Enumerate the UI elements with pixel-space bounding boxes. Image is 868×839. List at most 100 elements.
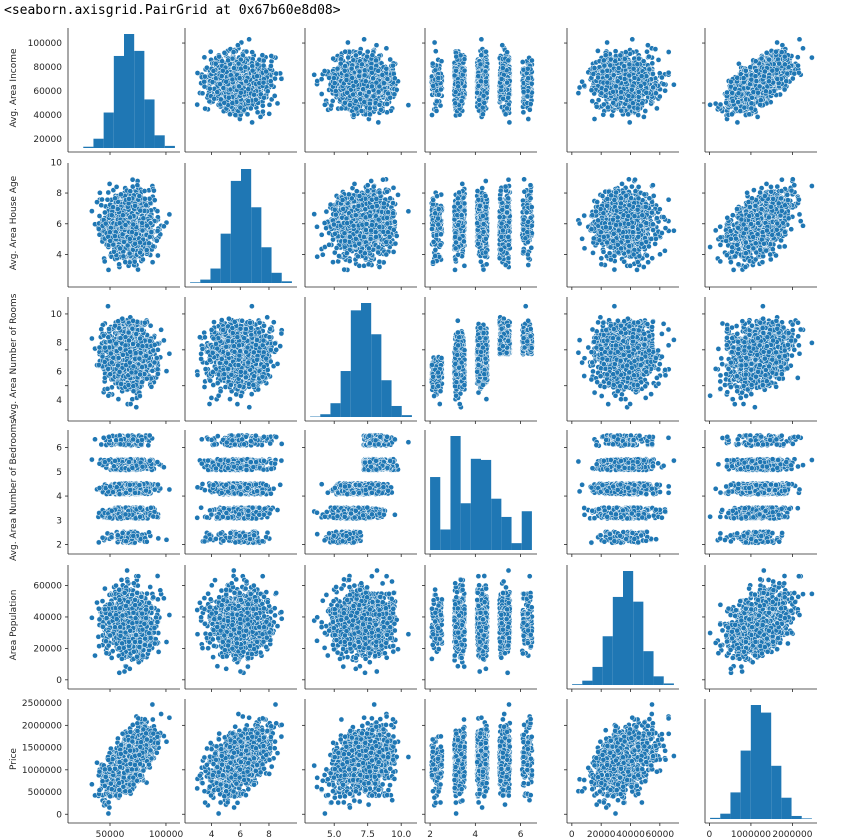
scatter-point	[435, 75, 442, 81]
scatter-point	[519, 59, 526, 65]
scatter-point	[260, 108, 266, 115]
scatter-point	[369, 69, 375, 76]
scatter-point	[260, 79, 267, 86]
scatter-point	[194, 70, 201, 76]
scatter-point	[506, 119, 513, 126]
scatter-point	[318, 91, 325, 97]
scatter-point	[474, 89, 481, 96]
hist-bar	[103, 112, 114, 148]
scatter-point	[505, 57, 512, 64]
scatter-point	[278, 75, 285, 82]
scatter-point	[504, 49, 510, 56]
scatter-point	[273, 70, 280, 77]
scatter-point	[214, 89, 221, 95]
scatter-point	[202, 105, 208, 112]
scatter-point	[438, 86, 444, 93]
scatter-point	[500, 95, 506, 102]
panel-1-4	[422, 28, 537, 155]
scatter-point	[475, 83, 482, 89]
scatter-point	[604, 39, 610, 46]
scatter-point	[249, 49, 256, 56]
scatter-point	[207, 48, 214, 55]
scatter-point	[235, 42, 241, 49]
scatter-point	[480, 92, 487, 99]
hist-bar	[164, 145, 175, 148]
scatter-point	[345, 39, 351, 46]
scatter-point	[368, 65, 374, 71]
hist-bar	[83, 146, 94, 148]
scatter-point	[254, 109, 261, 116]
scatter-point	[526, 106, 533, 113]
scatter-point	[405, 102, 412, 108]
scatter-point	[478, 52, 485, 59]
scatter-point	[520, 88, 527, 95]
scatter-point	[359, 61, 365, 68]
scatter-point	[383, 45, 390, 52]
scatter-point	[455, 83, 462, 90]
scatter-point	[498, 76, 505, 82]
scatter-point	[322, 101, 328, 108]
scatter-point	[225, 57, 231, 64]
scatter-point	[242, 64, 249, 71]
scatter-point	[612, 48, 619, 55]
scatter-point	[480, 111, 486, 118]
panel-1-3	[302, 28, 417, 155]
scatter-point	[529, 57, 535, 64]
scatter-point	[626, 119, 633, 126]
scatter-point	[458, 98, 465, 104]
scatter-point	[370, 93, 377, 100]
scatter-point	[204, 64, 210, 71]
scatter-point	[387, 94, 394, 101]
scatter-point	[352, 98, 359, 104]
scatter-point	[362, 78, 369, 85]
scatter-point	[451, 72, 458, 79]
scatter-point	[245, 86, 252, 93]
scatter-point	[369, 83, 375, 90]
scatter-point	[461, 67, 468, 74]
scatter-point	[219, 58, 225, 65]
scatter-point	[356, 68, 363, 75]
scatter-point	[384, 101, 390, 107]
scatter-point	[344, 89, 351, 96]
scatter-point	[350, 91, 356, 98]
scatter-point	[326, 74, 332, 81]
scatter-point	[271, 93, 278, 99]
scatter-point	[477, 61, 484, 68]
scatter-point	[201, 83, 208, 90]
scatter-point	[244, 111, 251, 118]
scatter-point	[266, 101, 273, 108]
scatter-point	[251, 91, 257, 98]
scatter-point	[595, 48, 601, 54]
scatter-point	[249, 119, 255, 126]
scatter-point	[527, 101, 534, 107]
scatter-point	[520, 109, 527, 116]
scatter-point	[366, 89, 372, 95]
scatter-point	[331, 75, 337, 81]
scatter-point	[257, 114, 264, 120]
scatter-point	[263, 68, 270, 75]
scatter-point	[345, 54, 352, 61]
scatter-point	[194, 101, 201, 108]
scatter-point	[367, 111, 373, 118]
scatter-point	[210, 67, 217, 74]
scatter-point	[375, 67, 382, 74]
hist-bar	[124, 34, 135, 148]
scatter-point	[229, 100, 236, 106]
scatter-point	[591, 116, 598, 122]
scatter-point	[475, 73, 482, 79]
scatter-point	[254, 61, 261, 68]
scatter-point	[350, 112, 357, 118]
scatter-point	[361, 36, 367, 43]
scatter-point	[391, 75, 398, 82]
scatter-point	[229, 76, 236, 83]
scatter-point	[274, 100, 281, 107]
scatter-point	[353, 105, 360, 112]
scatter-point	[225, 94, 232, 101]
scatter-point	[212, 60, 219, 67]
scatter-point	[341, 67, 348, 74]
scatter-point	[223, 78, 230, 85]
scatter-point	[245, 98, 252, 104]
hist-bar	[154, 135, 165, 148]
scatter-point	[525, 116, 532, 122]
panel-1-1	[67, 28, 180, 155]
